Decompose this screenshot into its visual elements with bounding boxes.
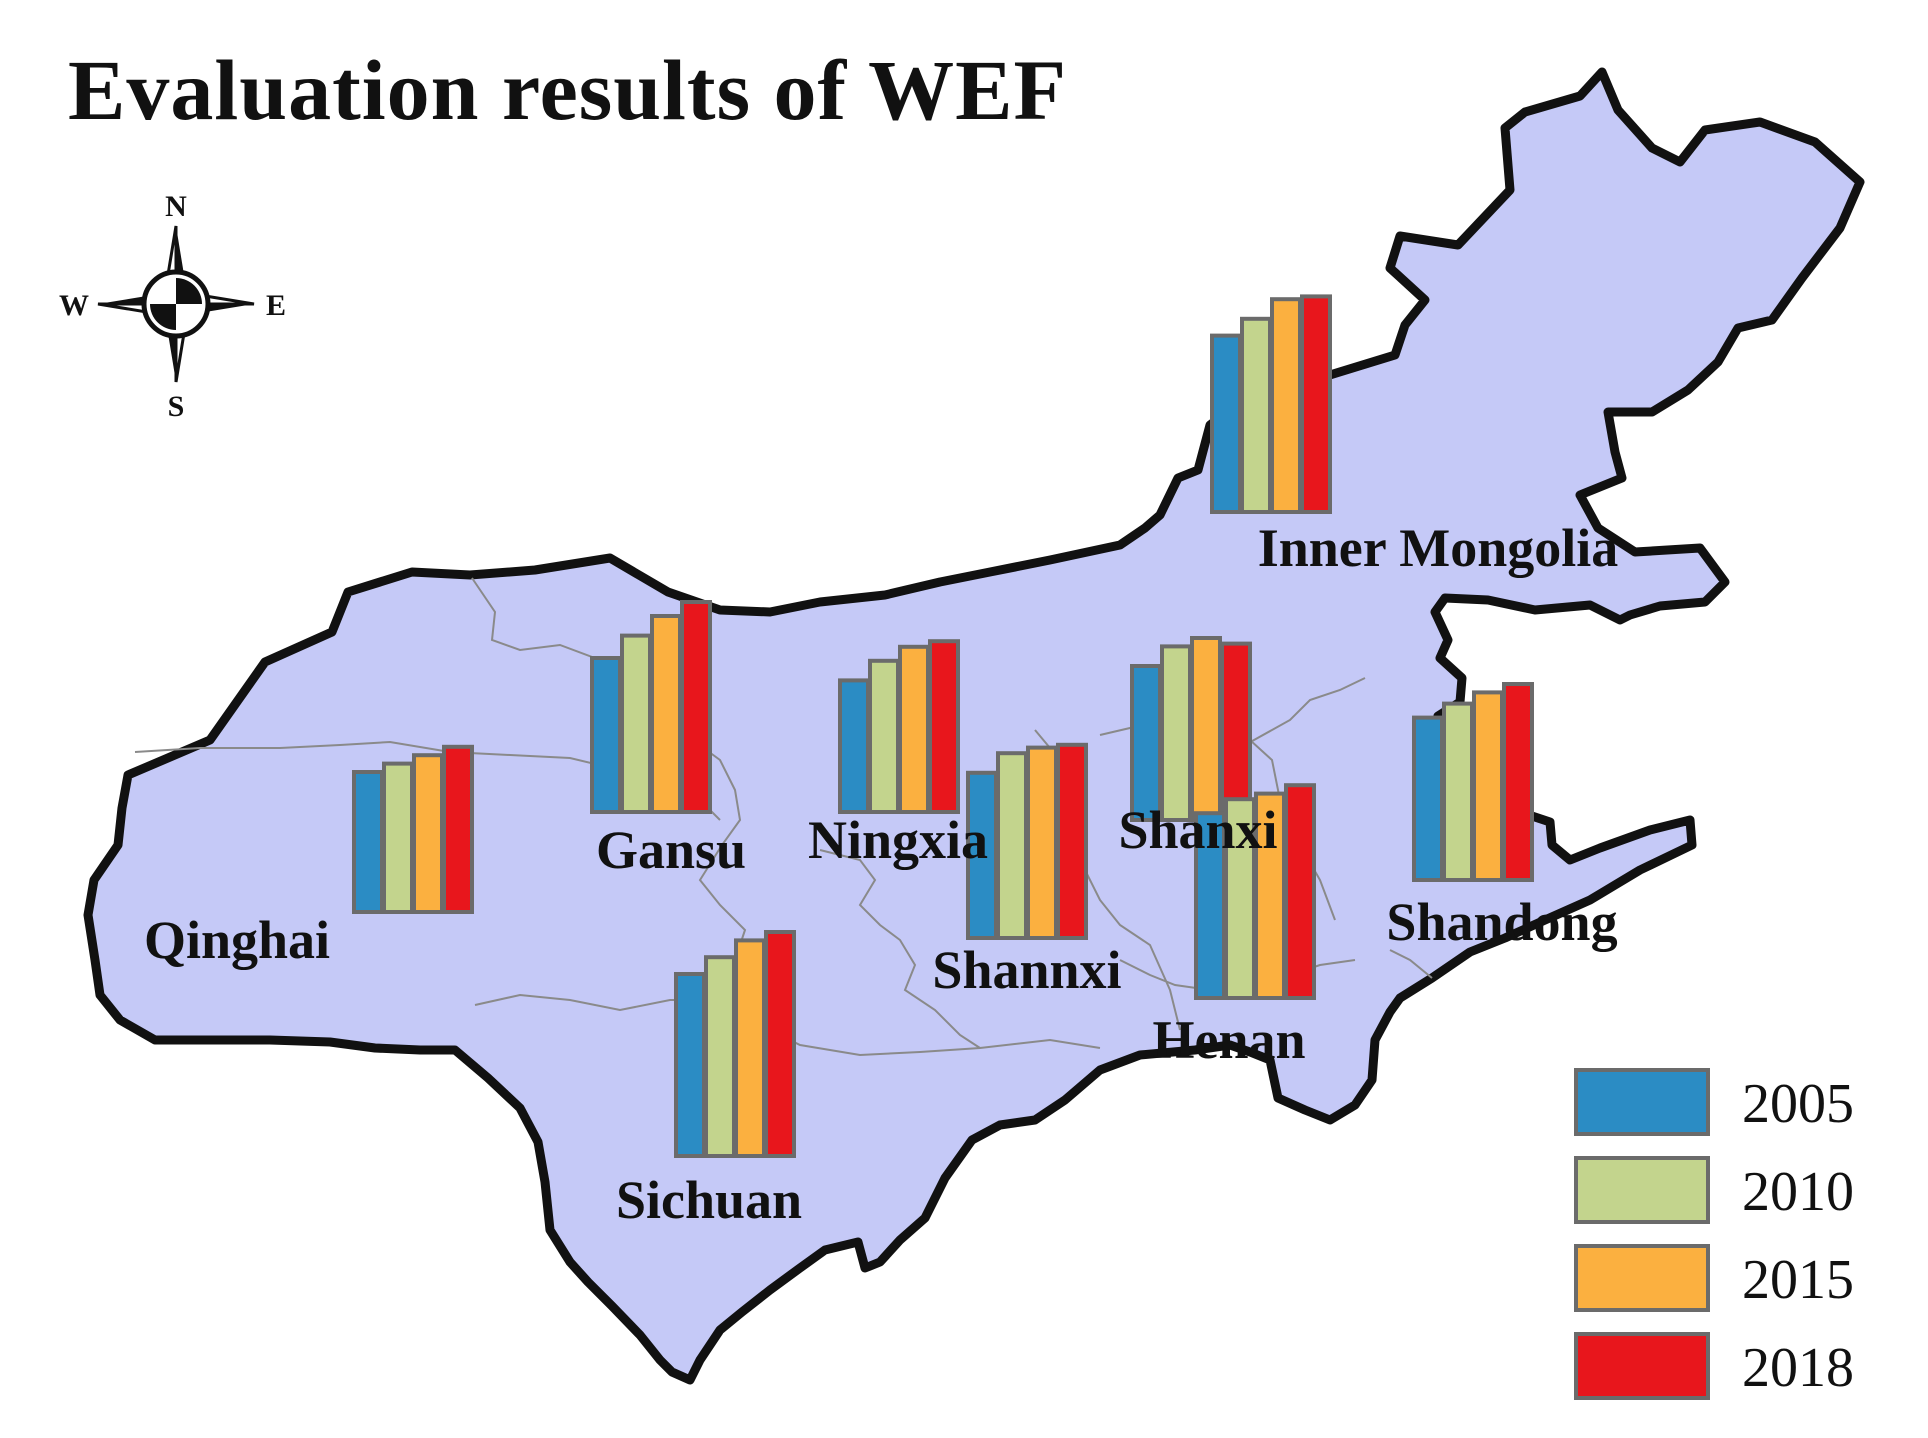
bar-shanxi-2010 bbox=[1160, 644, 1192, 823]
bar-qinghai-2005 bbox=[352, 770, 384, 914]
bar-inner-mongolia-2010 bbox=[1240, 316, 1272, 514]
province-label-henan: Henan bbox=[1152, 1010, 1305, 1070]
legend-label-2010: 2010 bbox=[1742, 1161, 1854, 1223]
bar-gansu-2015 bbox=[650, 614, 682, 814]
bar-shanxi-2015 bbox=[1190, 636, 1222, 822]
bar-group-ningxia bbox=[838, 639, 960, 815]
bar-shanxi-2005 bbox=[1130, 664, 1162, 822]
province-label-shandong: Shandong bbox=[1386, 892, 1617, 952]
bar-shandong-2005 bbox=[1412, 715, 1444, 882]
legend-swatch-2015 bbox=[1574, 1244, 1710, 1312]
bar-henan-2005 bbox=[1194, 811, 1226, 1001]
province-label-ningxia: Ningxia bbox=[808, 810, 988, 870]
bar-shandong-2015 bbox=[1472, 690, 1504, 883]
bar-group-gansu bbox=[590, 600, 712, 814]
bar-shannxi-2010 bbox=[996, 751, 1028, 941]
bar-ningxia-2010 bbox=[868, 658, 900, 814]
bar-gansu-2018 bbox=[680, 600, 712, 814]
bar-group-inner-mongolia bbox=[1210, 294, 1332, 515]
legend-swatch-2010 bbox=[1574, 1156, 1710, 1224]
bar-group-qinghai bbox=[352, 744, 474, 915]
bar-group-sichuan bbox=[674, 930, 796, 1159]
compass-n-label: N bbox=[165, 190, 187, 223]
bar-shannxi-2015 bbox=[1026, 745, 1058, 940]
bar-shannxi-2018 bbox=[1056, 742, 1088, 940]
bar-shandong-2018 bbox=[1502, 682, 1534, 882]
bar-gansu-2005 bbox=[590, 656, 622, 814]
province-label-inner-mongolia: Inner Mongolia bbox=[1258, 518, 1619, 578]
bar-ningxia-2005 bbox=[838, 678, 870, 815]
bar-qinghai-2015 bbox=[412, 753, 444, 915]
legend: 2005 2010 2015 2018 bbox=[1574, 1068, 1854, 1400]
bar-qinghai-2018 bbox=[442, 744, 474, 914]
bar-group-shannxi bbox=[966, 742, 1088, 941]
compass-e-label: E bbox=[266, 289, 286, 322]
compass-w-label: W bbox=[59, 289, 89, 322]
province-label-sichuan: Sichuan bbox=[616, 1170, 802, 1230]
bar-henan-2018 bbox=[1284, 783, 1316, 1001]
province-labels: Inner Mongolia Gansu Qinghai Ningxia Shannxi… bbox=[144, 518, 1618, 1230]
legend-swatch-2005 bbox=[1574, 1068, 1710, 1136]
bar-inner-mongolia-2005 bbox=[1210, 333, 1242, 514]
bar-gansu-2010 bbox=[620, 633, 652, 814]
bar-inner-mongolia-2015 bbox=[1270, 297, 1302, 515]
legend-label-2018: 2018 bbox=[1742, 1337, 1854, 1399]
bar-group-shandong bbox=[1412, 682, 1534, 883]
bar-inner-mongolia-2018 bbox=[1300, 294, 1332, 514]
bar-shandong-2010 bbox=[1442, 701, 1474, 882]
bar-qinghai-2010 bbox=[382, 761, 414, 914]
province-label-qinghai: Qinghai bbox=[144, 910, 330, 970]
bar-ningxia-2015 bbox=[898, 644, 930, 814]
compass-s-label: S bbox=[168, 390, 185, 423]
bar-shanxi-2018 bbox=[1220, 641, 1252, 822]
bar-sichuan-2010 bbox=[704, 955, 736, 1159]
province-label-shannxi: Shannxi bbox=[932, 940, 1121, 1000]
province-label-shanxi: Shanxi bbox=[1118, 800, 1277, 860]
bar-sichuan-2018 bbox=[764, 930, 796, 1158]
legend-label-2005: 2005 bbox=[1742, 1073, 1854, 1135]
bar-group-henan bbox=[1194, 783, 1316, 1001]
bar-sichuan-2015 bbox=[734, 938, 766, 1159]
province-bar-charts bbox=[352, 294, 1534, 1159]
north-arrow-compass: N S E W bbox=[59, 190, 286, 423]
map-title: Evaluation results of WEF bbox=[68, 42, 1068, 138]
legend-swatch-2018 bbox=[1574, 1332, 1710, 1400]
province-label-gansu: Gansu bbox=[596, 820, 746, 880]
legend-label-2015: 2015 bbox=[1742, 1249, 1854, 1311]
bar-ningxia-2018 bbox=[928, 639, 960, 815]
bar-sichuan-2005 bbox=[674, 972, 706, 1158]
